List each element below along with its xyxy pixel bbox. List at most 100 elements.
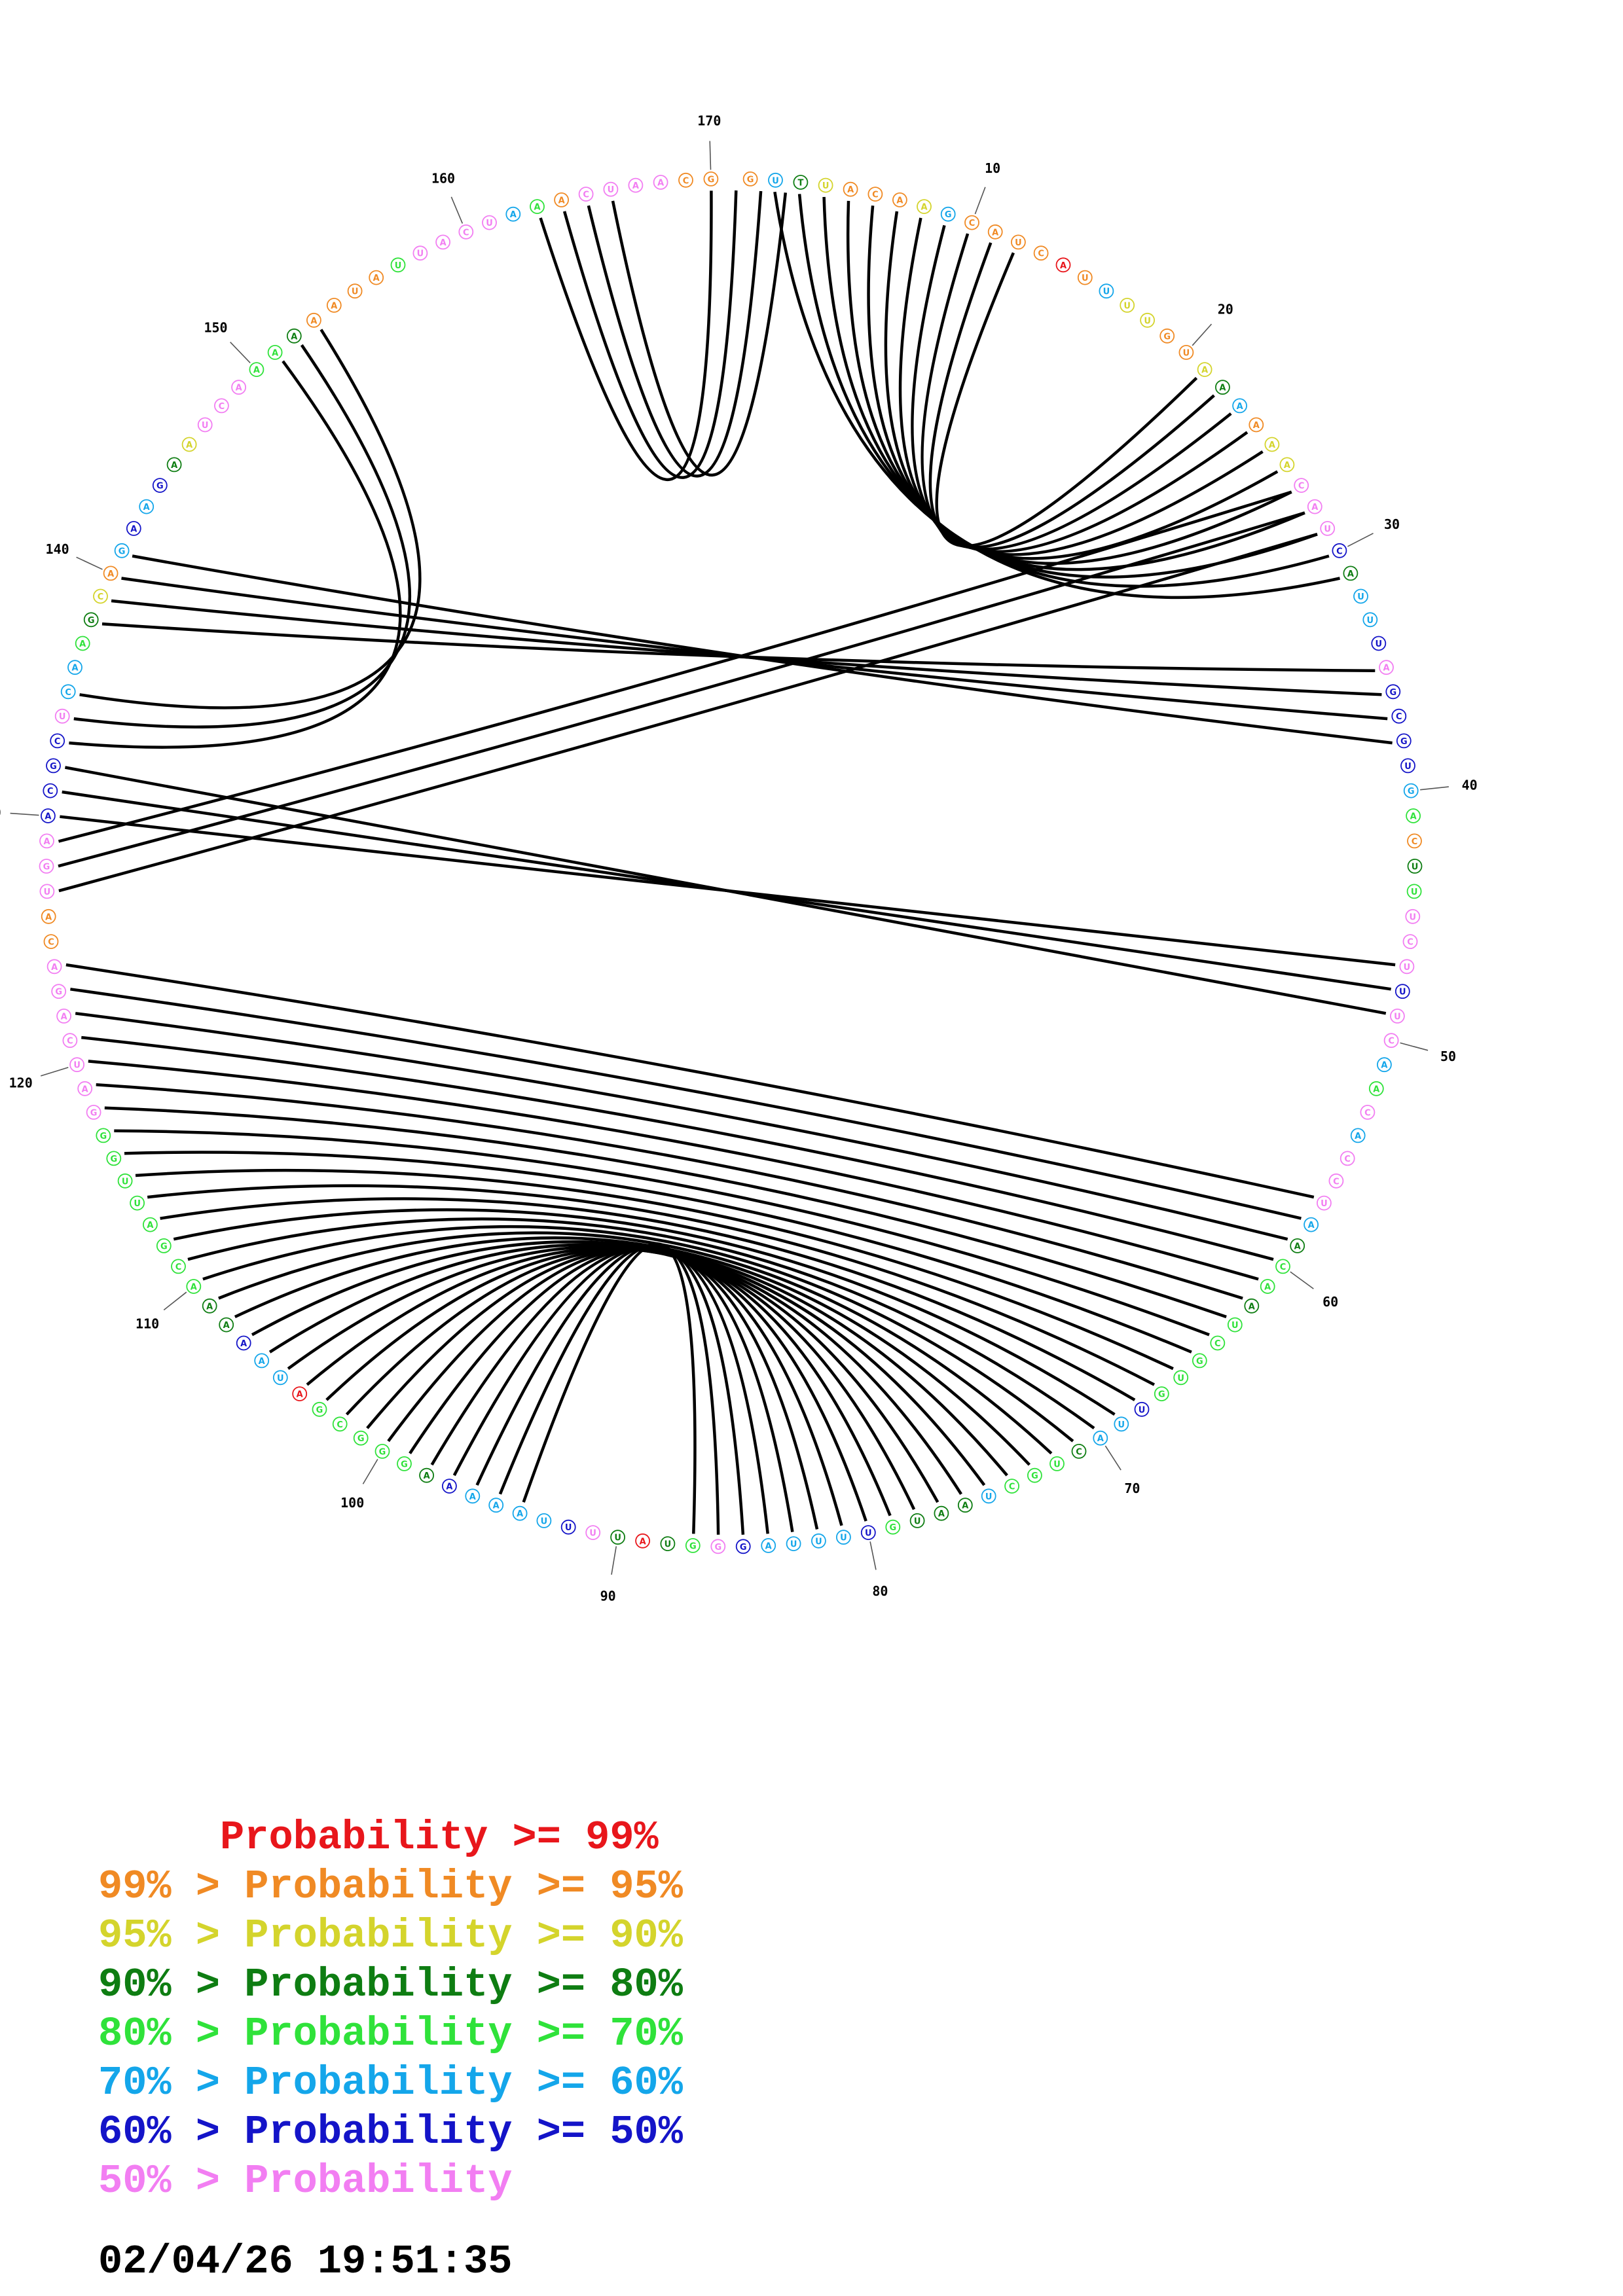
- nucleotide-letter: A: [446, 1482, 452, 1492]
- nucleotide-circle: [660, 1536, 676, 1552]
- nucleotide-letter: A: [45, 912, 52, 922]
- nucleotide-letter: C: [1388, 1037, 1395, 1047]
- nucleotide-circle: [981, 1488, 996, 1504]
- nucleotide-letter: A: [206, 1302, 213, 1312]
- nucleotide-letter: G: [945, 210, 952, 220]
- nucleotide: A: [1304, 1217, 1319, 1232]
- base-pair-arcs: [58, 190, 1396, 1535]
- nucleotide-letter: A: [45, 812, 51, 822]
- nucleotide-circle: [1407, 833, 1422, 849]
- nucleotide: A: [435, 234, 450, 250]
- nucleotide-circle: [60, 684, 76, 700]
- nucleotide-circle: [231, 380, 247, 395]
- nucleotide-circle: [1178, 345, 1194, 360]
- nucleotide: C: [578, 187, 594, 202]
- nucleotide-circle: [1317, 1195, 1332, 1211]
- nucleotide-circle: [267, 345, 283, 360]
- pair-arc: [898, 217, 1264, 556]
- tick-label: 80: [872, 1583, 888, 1599]
- nucleotide-letter: U: [134, 1199, 141, 1209]
- nucleotide-letter: C: [1009, 1482, 1015, 1492]
- tick-label: 100: [340, 1495, 364, 1511]
- nucleotide-letter: A: [962, 1501, 968, 1511]
- nucleotide-circle: [843, 181, 858, 197]
- nucleotide-letter: A: [992, 228, 998, 238]
- tick-label: 70: [1124, 1480, 1140, 1496]
- nucleotide-circle: [332, 1416, 348, 1432]
- legend-row: 50% > Probability: [98, 2158, 513, 2204]
- nucleotide-circle: [75, 636, 90, 651]
- nucleotide-circle: [867, 187, 883, 202]
- nucleotide-circle: [1215, 380, 1230, 395]
- tick-line: [230, 342, 251, 364]
- nucleotide-circle: [1391, 708, 1407, 724]
- nucleotide-circle: [685, 1537, 701, 1553]
- nucleotide: U: [69, 1057, 84, 1073]
- pair-arc: [234, 1236, 1031, 1466]
- nucleotide: G: [152, 478, 168, 493]
- nucleotide-circle: [181, 437, 197, 452]
- nucleotide-circle: [1407, 859, 1423, 874]
- nucleotide-circle: [934, 1505, 949, 1521]
- nucleotide: C: [1210, 1335, 1226, 1351]
- nucleotide-letter: A: [657, 179, 664, 188]
- nucleotide: A: [231, 380, 247, 395]
- nucleotide-letter: A: [79, 639, 86, 649]
- nucleotide-letter: U: [815, 1537, 822, 1547]
- nucleotide-circle: [892, 192, 907, 207]
- nucleotide-circle: [1232, 398, 1247, 414]
- nucleotide: A: [186, 1279, 202, 1294]
- nucleotide-letter: G: [1408, 787, 1415, 797]
- nucleotide-letter: C: [1333, 1177, 1340, 1187]
- nucleotide-circle: [1304, 1217, 1319, 1232]
- nucleotide-circle: [628, 177, 644, 193]
- nucleotide: A: [1343, 565, 1359, 581]
- nucleotide-circle: [1403, 783, 1419, 798]
- nucleotide: C: [93, 588, 108, 604]
- pair-arc: [64, 766, 1387, 1015]
- nucleotide: G: [742, 171, 758, 187]
- tick-line: [163, 1291, 187, 1311]
- nucleotide-circle: [554, 192, 569, 207]
- nucleotide-letter: C: [1214, 1339, 1221, 1349]
- nucleotide: A: [249, 362, 264, 377]
- nucleotide-circle: [793, 175, 809, 190]
- nucleotide: U: [585, 1525, 601, 1541]
- nucleotide-letter: A: [186, 440, 192, 450]
- nucleotide-circle: [219, 1317, 234, 1333]
- nucleotide: U: [836, 1530, 851, 1545]
- nucleotide: A: [488, 1498, 504, 1513]
- nucleotide-circle: [86, 1105, 101, 1120]
- nucleotide-circle: [1368, 1081, 1384, 1096]
- nucleotide: A: [761, 1537, 776, 1553]
- nucleotide: A: [1279, 457, 1295, 473]
- nucleotide-circle: [1353, 588, 1368, 604]
- nucleotide-letter: C: [683, 176, 689, 186]
- nucleotide-circle: [93, 588, 108, 604]
- probability-legend: Probability >= 99% 99% > Probability >= 9…: [98, 1813, 683, 2206]
- nucleotide: U: [1173, 1370, 1189, 1386]
- nucleotide-letter: U: [1177, 1374, 1184, 1384]
- nucleotide: A: [326, 297, 342, 313]
- nucleotide-letter: U: [914, 1516, 921, 1526]
- nucleotide: C: [43, 934, 59, 949]
- nucleotide-circle: [678, 172, 693, 188]
- nucleotide: A: [219, 1317, 234, 1333]
- nucleotide-letter: C: [337, 1420, 343, 1430]
- tick-label: 120: [9, 1075, 33, 1090]
- nucleotide: U: [860, 1525, 876, 1541]
- nucleotide-circle: [41, 908, 56, 924]
- nucleotide: C: [1004, 1479, 1019, 1494]
- nucleotide: G: [1159, 328, 1175, 344]
- nucleotide-letter: U: [614, 1534, 621, 1543]
- nucleotide-circle: [482, 215, 497, 230]
- nucleotide-letter: G: [316, 1405, 323, 1415]
- nucleotide: C: [62, 1033, 78, 1049]
- rna-circle-plot: 10 20 30 40 50 60 70 80 90 100 110 120 130 140 150 160 1…: [0, 113, 1478, 1604]
- nucleotide: A: [103, 565, 119, 581]
- nucleotide-letter: C: [1076, 1447, 1082, 1457]
- nucleotide-letter: A: [1347, 569, 1354, 579]
- nucleotide-circle: [374, 1443, 390, 1459]
- nucleotide-circle: [940, 206, 956, 222]
- nucleotide: U: [603, 181, 619, 197]
